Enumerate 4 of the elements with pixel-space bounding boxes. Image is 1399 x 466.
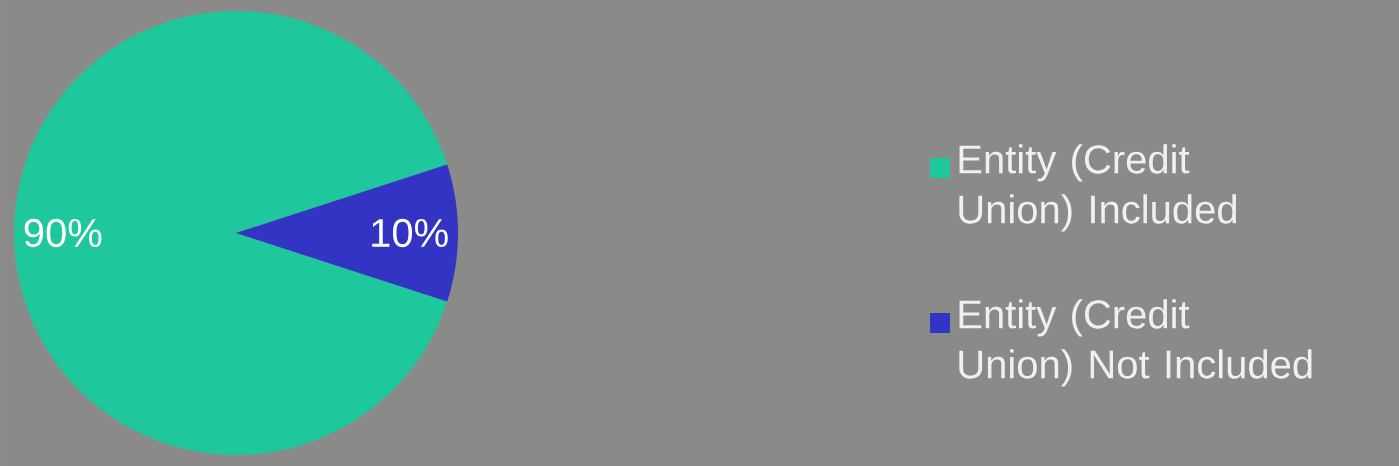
data-label: 10% — [372, 218, 448, 248]
data-label: 90% — [24, 218, 102, 248]
legend-label: Entity (Credit Union) Included — [959, 144, 1237, 232]
legend-label: Entity (Credit Union) Not Included — [959, 299, 1312, 387]
